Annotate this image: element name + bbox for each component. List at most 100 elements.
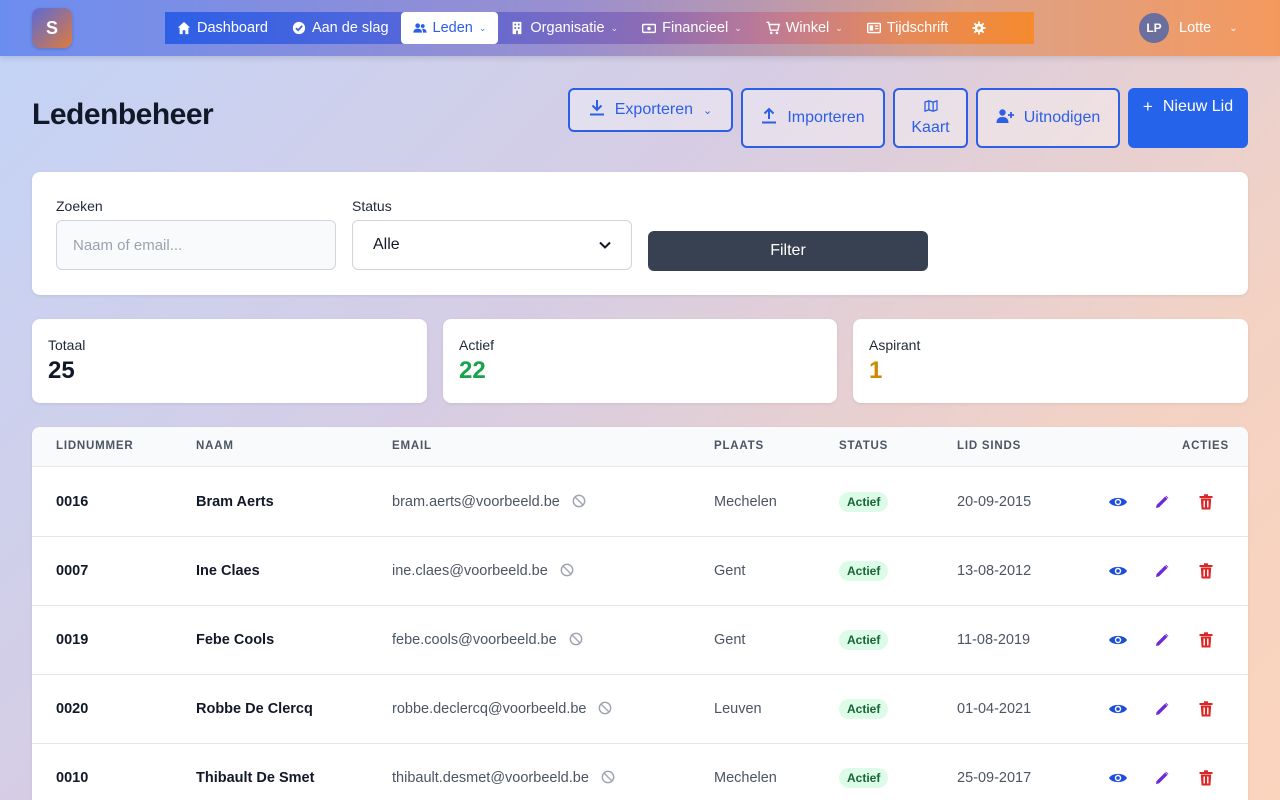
import-button[interactable]: Importeren — [741, 88, 885, 148]
stat-value: 1 — [869, 357, 883, 384]
users-icon — [412, 21, 427, 35]
delete-icon[interactable] — [1196, 768, 1216, 788]
nav-item-label: Financieel — [662, 20, 729, 36]
status-select[interactable]: Alle — [352, 220, 632, 270]
export-button[interactable]: Exporteren ⌄ — [568, 88, 733, 132]
table-header: LIDNUMMER NAAM EMAIL PLAATS STATUS LID S… — [32, 427, 1248, 467]
map-button[interactable]: Kaart — [893, 88, 968, 148]
cart-icon — [766, 21, 780, 35]
nav-item-organisatie[interactable]: Organisatie ⌄ — [498, 12, 630, 44]
ban-icon — [598, 701, 612, 719]
member-name[interactable]: Febe Cools — [196, 632, 275, 648]
edit-icon[interactable] — [1152, 630, 1172, 650]
edit-icon[interactable] — [1152, 492, 1172, 512]
plus-icon: + — [1142, 97, 1153, 116]
ban-icon — [569, 632, 583, 650]
column-header-name[interactable]: NAAM — [196, 440, 234, 452]
member-name[interactable]: Thibault De Smet — [196, 770, 315, 786]
view-icon[interactable] — [1108, 630, 1128, 650]
view-icon[interactable] — [1108, 699, 1128, 719]
app-logo[interactable]: S — [32, 8, 72, 48]
top-navigation-bar: S Dashboard Aan de slag Leden ⌄ Organis — [0, 0, 1280, 56]
nav-item-dashboard[interactable]: Dashboard — [165, 12, 280, 44]
members-table: LIDNUMMER NAAM EMAIL PLAATS STATUS LID S… — [32, 427, 1248, 800]
nav-item-tijdschrift[interactable]: Tijdschrift — [855, 12, 961, 44]
invite-button[interactable]: Uitnodigen — [976, 88, 1120, 148]
stat-card-aspirant: Aspirant 1 — [853, 319, 1248, 403]
member-name[interactable]: Robbe De Clercq — [196, 701, 313, 717]
nav-item-label: Aan de slag — [311, 20, 389, 36]
view-icon[interactable] — [1108, 561, 1128, 581]
upload-icon — [761, 107, 777, 129]
member-email[interactable]: ine.claes@voorbeeld.be — [392, 563, 548, 579]
member-email-cell: thibault.desmet@voorbeeld.be — [392, 770, 615, 788]
column-header-status[interactable]: STATUS — [839, 440, 889, 452]
ban-icon — [601, 770, 615, 788]
nav-item-winkel[interactable]: Winkel ⌄ — [754, 12, 855, 44]
delete-icon[interactable] — [1196, 492, 1216, 512]
member-email[interactable]: thibault.desmet@voorbeeld.be — [392, 770, 589, 786]
page-title: Ledenbeheer — [32, 98, 214, 131]
delete-icon[interactable] — [1196, 630, 1216, 650]
user-name: Lotte — [1179, 20, 1212, 36]
member-email-cell: febe.cools@voorbeeld.be — [392, 632, 583, 650]
nav-item-label: Winkel — [785, 20, 830, 36]
delete-icon[interactable] — [1196, 561, 1216, 581]
nav-item-settings[interactable] — [960, 12, 998, 44]
table-row[interactable]: 0007 Ine Claes ine.claes@voorbeeld.be Ge… — [32, 537, 1248, 606]
stat-card-total: Totaal 25 — [32, 319, 427, 403]
column-header-actions: ACTIES — [1182, 440, 1229, 452]
edit-icon[interactable] — [1152, 699, 1172, 719]
member-email-cell: robbe.declercq@voorbeeld.be — [392, 701, 612, 719]
search-label: Zoeken — [56, 198, 103, 214]
gear-icon — [972, 21, 986, 35]
status-badge: Actief — [839, 699, 889, 719]
member-name[interactable]: Bram Aerts — [196, 494, 274, 510]
nav-item-financieel[interactable]: Financieel ⌄ — [630, 12, 754, 44]
money-icon — [642, 21, 657, 35]
home-icon — [177, 21, 191, 35]
search-input[interactable]: Naam of email... — [56, 220, 336, 270]
user-menu[interactable]: LP Lotte ⌄ — [1139, 12, 1238, 44]
view-icon[interactable] — [1108, 768, 1128, 788]
member-since: 25-09-2017 — [957, 770, 1032, 786]
chevron-down-icon — [599, 236, 611, 254]
column-header-city[interactable]: PLAATS — [714, 440, 764, 452]
member-number: 0019 — [56, 632, 89, 648]
status-select-value: Alle — [373, 236, 400, 253]
table-row[interactable]: 0020 Robbe De Clercq robbe.declercq@voor… — [32, 675, 1248, 744]
view-icon[interactable] — [1108, 492, 1128, 512]
member-name[interactable]: Ine Claes — [196, 563, 260, 579]
filter-button[interactable]: Filter — [648, 231, 928, 271]
search-placeholder: Naam of email... — [73, 236, 183, 254]
stat-value: 25 — [48, 357, 75, 384]
chevron-down-icon: ⌄ — [610, 22, 619, 33]
map-icon — [923, 99, 938, 117]
main-nav: Dashboard Aan de slag Leden ⌄ Organisati… — [165, 12, 1034, 44]
member-email[interactable]: bram.aerts@voorbeeld.be — [392, 494, 560, 510]
delete-icon[interactable] — [1196, 699, 1216, 719]
new-member-button[interactable]: + Nieuw Lid — [1128, 88, 1248, 148]
nav-item-leden[interactable]: Leden ⌄ — [400, 12, 499, 44]
column-header-number[interactable]: LIDNUMMER — [56, 440, 134, 452]
stat-card-active: Actief 22 — [443, 319, 837, 403]
user-plus-icon — [996, 108, 1014, 129]
edit-icon[interactable] — [1152, 561, 1172, 581]
table-row[interactable]: 0010 Thibault De Smet thibault.desmet@vo… — [32, 744, 1248, 800]
member-city: Leuven — [714, 701, 762, 717]
table-row[interactable]: 0016 Bram Aerts bram.aerts@voorbeeld.be … — [32, 468, 1248, 537]
member-email[interactable]: robbe.declercq@voorbeeld.be — [392, 701, 587, 717]
column-header-since[interactable]: LID SINDS — [957, 440, 1022, 452]
member-email[interactable]: febe.cools@voorbeeld.be — [392, 632, 557, 648]
download-icon — [589, 99, 605, 121]
table-row[interactable]: 0019 Febe Cools febe.cools@voorbeeld.be … — [32, 606, 1248, 675]
column-header-email[interactable]: EMAIL — [392, 440, 432, 452]
member-since: 11-08-2019 — [957, 632, 1031, 648]
status-badge: Actief — [839, 630, 889, 650]
member-email-cell: bram.aerts@voorbeeld.be — [392, 494, 586, 512]
nav-item-label: Organisatie — [530, 20, 605, 36]
nav-item-label: Dashboard — [197, 20, 268, 36]
nav-item-aan-de-slag[interactable]: Aan de slag — [280, 12, 401, 44]
edit-icon[interactable] — [1152, 768, 1172, 788]
ban-icon — [560, 563, 574, 581]
